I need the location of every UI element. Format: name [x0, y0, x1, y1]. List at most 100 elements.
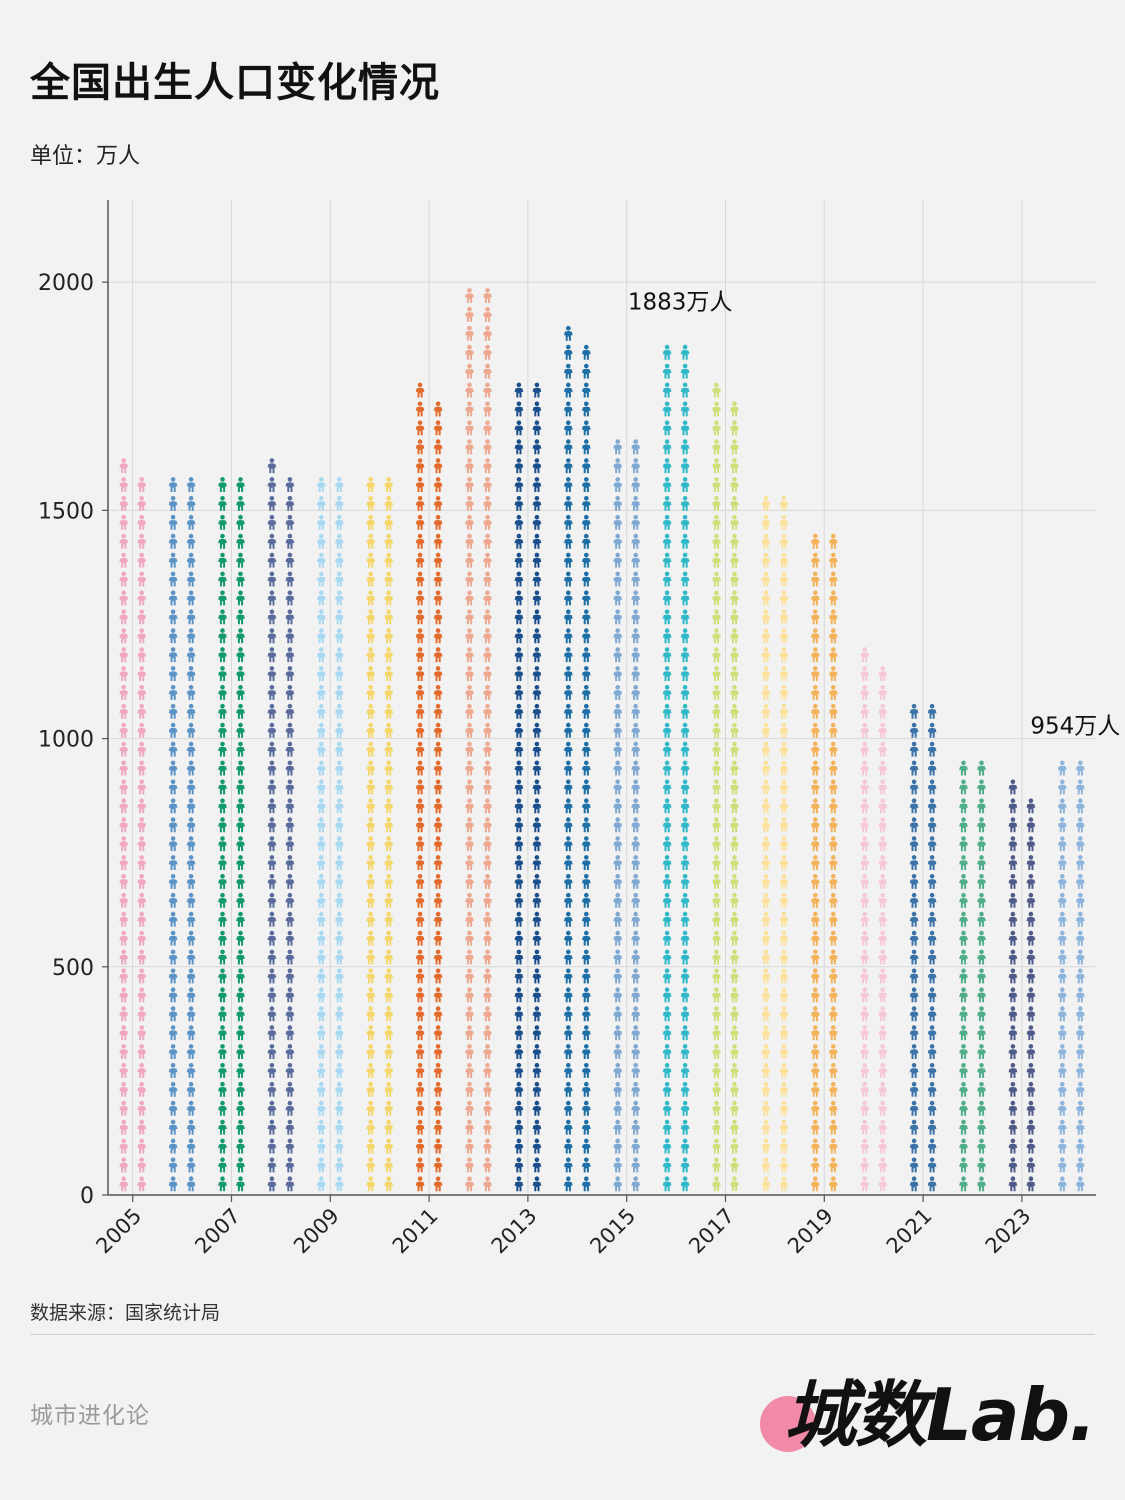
person-icon [532, 1138, 542, 1154]
person-icon [878, 1138, 888, 1154]
person-icon [712, 401, 721, 417]
person-icon [828, 1006, 838, 1022]
person-icon [137, 855, 147, 870]
person-icon [1075, 930, 1085, 946]
person-icon [483, 325, 492, 341]
person-icon [959, 817, 968, 833]
data-annotation: 1883万人 [628, 290, 733, 316]
person-icon [563, 1006, 573, 1022]
person-icon [631, 590, 641, 606]
person-icon [959, 1006, 968, 1022]
person-icon [415, 874, 425, 889]
person-icon [581, 420, 591, 436]
person-icon [860, 892, 870, 908]
person-icon [465, 892, 474, 908]
person-icon [433, 647, 443, 663]
person-icon [218, 1006, 227, 1022]
person-icon [1026, 1157, 1036, 1173]
person-icon [581, 968, 591, 984]
person-icon [878, 779, 888, 795]
person-icon [631, 666, 641, 681]
person-icon [1008, 1176, 1018, 1192]
person-icon [433, 836, 443, 852]
person-icon [415, 703, 425, 719]
person-icon [384, 590, 394, 606]
person-icon [909, 798, 919, 814]
person-icon [712, 1100, 721, 1116]
person-icon [662, 987, 672, 1003]
person-icon [532, 1044, 542, 1059]
person-icon [186, 1119, 196, 1135]
person-icon [1008, 1157, 1018, 1173]
person-icon [267, 949, 277, 965]
person-icon [267, 1176, 277, 1192]
person-icon [514, 685, 524, 700]
person-icon [1057, 817, 1067, 833]
person-icon [532, 439, 542, 455]
person-icon [761, 1063, 771, 1078]
person-icon [662, 722, 672, 738]
person-icon [810, 722, 820, 738]
person-icon [168, 911, 178, 927]
person-icon [465, 307, 474, 322]
person-icon [810, 703, 820, 719]
person-icon [532, 760, 542, 776]
person-icon [433, 420, 443, 436]
person-icon [483, 307, 492, 322]
person-icon [514, 1119, 524, 1135]
person-icon [730, 1119, 739, 1135]
person-icon [316, 949, 326, 965]
person-icon [236, 685, 245, 700]
person-icon [236, 760, 245, 776]
person-icon [532, 1006, 542, 1022]
person-icon [680, 363, 690, 379]
person-icon [465, 722, 474, 738]
person-icon [483, 855, 492, 870]
person-icon [581, 685, 591, 700]
person-icon [384, 1119, 394, 1135]
person-icon [563, 1119, 573, 1135]
person-icon [433, 949, 443, 965]
person-icon [316, 477, 326, 492]
person-icon [1008, 892, 1018, 908]
person-icon [631, 439, 641, 455]
bar-2024 [1057, 760, 1085, 1192]
person-icon [779, 817, 789, 833]
person-icon [613, 987, 623, 1003]
person-icon [1057, 1119, 1067, 1135]
person-icon [186, 666, 196, 681]
footer-divider [30, 1334, 1095, 1335]
person-icon [581, 552, 591, 568]
person-icon [860, 722, 870, 738]
person-icon [532, 514, 542, 530]
person-icon [186, 1100, 196, 1116]
person-icon [810, 571, 820, 587]
person-icon [267, 798, 277, 814]
person-icon [532, 741, 542, 757]
person-icon [779, 930, 789, 946]
person-icon [927, 798, 937, 814]
person-icon [860, 703, 870, 719]
person-icon [236, 1025, 245, 1041]
person-icon [415, 571, 425, 587]
person-icon [878, 1119, 888, 1135]
person-icon [514, 1100, 524, 1116]
person-icon [613, 1081, 623, 1097]
person-icon [218, 628, 227, 644]
person-icon [712, 1138, 721, 1154]
person-icon [810, 836, 820, 852]
person-icon [334, 741, 344, 757]
person-icon [712, 552, 721, 568]
person-icon [631, 1100, 641, 1116]
person-icon [563, 855, 573, 870]
person-icon [285, 760, 295, 776]
person-icon [828, 949, 838, 965]
person-icon [828, 685, 838, 700]
person-icon [532, 571, 542, 587]
person-icon [1008, 817, 1018, 833]
person-icon [384, 1025, 394, 1041]
person-icon [779, 968, 789, 984]
person-icon [119, 1006, 129, 1022]
person-icon [514, 552, 524, 568]
person-icon [810, 760, 820, 776]
